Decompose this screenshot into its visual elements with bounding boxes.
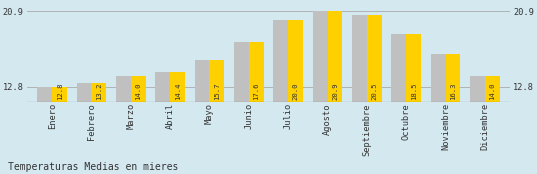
Bar xyxy=(313,11,328,102)
Bar xyxy=(249,42,264,102)
Text: 20.9: 20.9 xyxy=(332,83,338,100)
Bar xyxy=(406,34,421,102)
Bar xyxy=(367,15,382,102)
Text: 16.3: 16.3 xyxy=(450,83,456,100)
Bar xyxy=(194,60,209,102)
Text: Temperaturas Medias en mieres: Temperaturas Medias en mieres xyxy=(8,162,178,172)
Bar xyxy=(391,34,406,102)
Bar xyxy=(209,60,224,102)
Bar xyxy=(485,76,500,102)
Bar xyxy=(116,76,131,102)
Bar xyxy=(328,11,343,102)
Text: 14.4: 14.4 xyxy=(175,83,180,100)
Bar xyxy=(431,54,446,102)
Bar xyxy=(446,54,461,102)
Bar xyxy=(170,72,185,102)
Text: 13.2: 13.2 xyxy=(96,83,102,100)
Bar xyxy=(273,19,288,102)
Bar xyxy=(91,83,106,102)
Bar xyxy=(288,19,303,102)
Text: 14.0: 14.0 xyxy=(135,83,141,100)
Text: 15.7: 15.7 xyxy=(214,83,220,100)
Bar xyxy=(76,83,91,102)
Bar xyxy=(470,76,485,102)
Bar xyxy=(131,76,146,102)
Text: 18.5: 18.5 xyxy=(411,83,417,100)
Text: 17.6: 17.6 xyxy=(253,83,259,100)
Text: 20.0: 20.0 xyxy=(293,83,299,100)
Text: 12.8: 12.8 xyxy=(56,83,63,100)
Bar xyxy=(155,72,170,102)
Bar xyxy=(234,42,249,102)
Bar xyxy=(352,15,367,102)
Text: 20.5: 20.5 xyxy=(371,83,378,100)
Bar xyxy=(37,87,52,102)
Bar xyxy=(52,87,67,102)
Text: 14.0: 14.0 xyxy=(489,83,495,100)
